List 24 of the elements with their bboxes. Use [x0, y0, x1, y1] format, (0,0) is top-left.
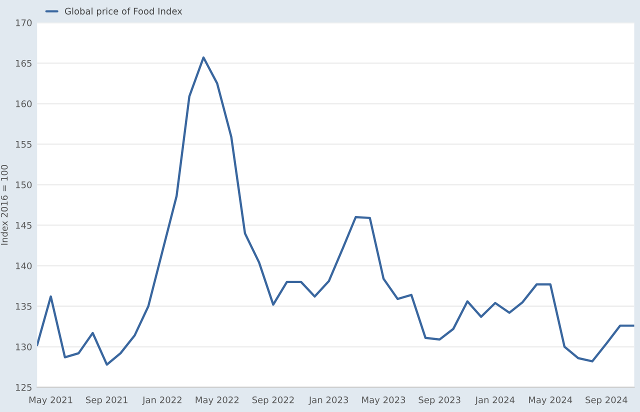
x-tick-label: Sep 2023 — [418, 396, 460, 406]
x-tick-label: May 2021 — [29, 396, 72, 406]
y-axis-title: Index 2016 = 100 — [0, 164, 8, 245]
x-tick-label: Sep 2022 — [252, 396, 294, 406]
y-tick-label: 155 — [16, 141, 32, 148]
x-tick-label: Sep 2024 — [586, 396, 628, 406]
y-tick-label: 140 — [16, 262, 32, 270]
y-tick-label: 150 — [16, 181, 32, 188]
x-tick-label: May 2024 — [529, 396, 572, 406]
y-tick-label: 145 — [16, 222, 32, 229]
line-series — [37, 56, 634, 366]
y-tick-label: 130 — [16, 343, 32, 350]
y-tick-label: 125 — [16, 384, 32, 391]
x-tick-label: May 2022 — [196, 396, 239, 406]
x-tick-label: Jan 2023 — [308, 396, 348, 405]
x-tick-label: May 2023 — [362, 396, 406, 406]
x-tick-label: Sep 2021 — [86, 396, 128, 406]
legend-label: Global price of Food Index — [64, 8, 182, 16]
y-tick-label: 165 — [16, 60, 32, 67]
y-tick-label: 160 — [16, 100, 32, 108]
x-tick-label: Jan 2024 — [474, 396, 515, 405]
y-tick-label: 170 — [16, 19, 32, 26]
y-tick-label: 135 — [16, 302, 32, 310]
x-tick-label: Jan 2022 — [142, 396, 182, 405]
